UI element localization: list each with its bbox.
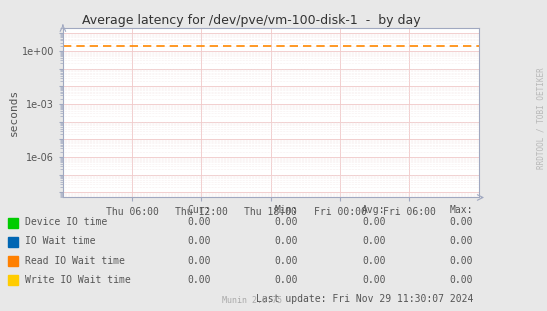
Text: 0.00: 0.00 <box>275 217 298 227</box>
Text: 0.00: 0.00 <box>187 275 211 285</box>
Text: Cur:: Cur: <box>187 205 211 215</box>
Text: Device IO time: Device IO time <box>25 217 107 227</box>
Text: 0.00: 0.00 <box>275 275 298 285</box>
Y-axis label: seconds: seconds <box>9 89 19 136</box>
Text: 0.00: 0.00 <box>187 236 211 246</box>
Text: 0.00: 0.00 <box>275 236 298 246</box>
Text: 0.00: 0.00 <box>362 256 386 266</box>
Text: IO Wait time: IO Wait time <box>25 236 95 246</box>
Text: 0.00: 0.00 <box>450 256 473 266</box>
Text: Average latency for /dev/pve/vm-100-disk-1  -  by day: Average latency for /dev/pve/vm-100-disk… <box>82 14 421 27</box>
Text: 0.00: 0.00 <box>187 256 211 266</box>
Text: Last update: Fri Nov 29 11:30:07 2024: Last update: Fri Nov 29 11:30:07 2024 <box>256 294 473 304</box>
Text: 0.00: 0.00 <box>362 275 386 285</box>
Text: RRDTOOL / TOBI OETIKER: RRDTOOL / TOBI OETIKER <box>537 67 546 169</box>
Text: 0.00: 0.00 <box>450 217 473 227</box>
Text: Read IO Wait time: Read IO Wait time <box>25 256 125 266</box>
Text: 0.00: 0.00 <box>450 275 473 285</box>
Text: Max:: Max: <box>450 205 473 215</box>
Text: Write IO Wait time: Write IO Wait time <box>25 275 130 285</box>
Text: Min:: Min: <box>275 205 298 215</box>
Text: 0.00: 0.00 <box>187 217 211 227</box>
Text: 0.00: 0.00 <box>450 236 473 246</box>
Text: 0.00: 0.00 <box>275 256 298 266</box>
Text: Avg:: Avg: <box>362 205 386 215</box>
Text: 0.00: 0.00 <box>362 217 386 227</box>
Text: Munin 2.0.75: Munin 2.0.75 <box>222 296 282 305</box>
Text: 0.00: 0.00 <box>362 236 386 246</box>
